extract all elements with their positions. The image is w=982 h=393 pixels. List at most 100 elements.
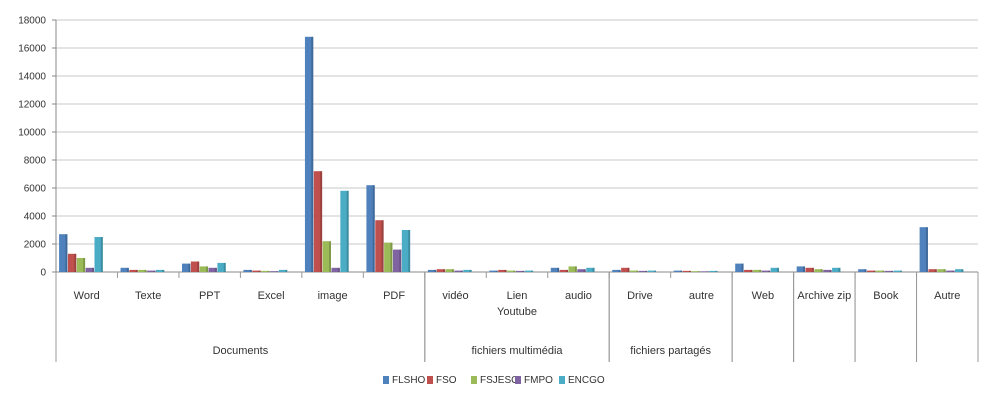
y-tick-label: 18000 [18, 16, 46, 27]
bar-FMPO-14 [946, 270, 955, 272]
bar-shade-ENCGO-2 [223, 262, 226, 272]
bar-ENCGO-6 [463, 269, 472, 272]
bar-shade-FSO-10 [688, 270, 691, 272]
bar-shade-FMPO-12 [829, 269, 832, 272]
bar-shade-FSO-9 [627, 267, 630, 272]
bar-shade-ENCGO-7 [531, 270, 534, 272]
bar-shade-FMPO-11 [768, 270, 771, 272]
category-label: image [318, 290, 348, 302]
y-tick-label: 10000 [18, 128, 46, 139]
y-tick-label: 6000 [24, 184, 47, 195]
category-label: autre [689, 290, 714, 302]
bar-shade-ENCGO-12 [838, 267, 841, 272]
bar-shade-FMPO-2 [214, 267, 217, 272]
category-label: Web [752, 290, 774, 302]
legend-label: FMPO [524, 375, 553, 386]
bar-shade-ENCGO-0 [100, 237, 103, 272]
category-label: Lien [507, 290, 528, 302]
y-tick-label: 0 [40, 268, 46, 279]
bar-FSO-5 [375, 220, 384, 272]
bar-shade-FSJESO-13 [882, 270, 885, 272]
bar-FSJESO-1 [138, 269, 147, 272]
bar-shade-ENCGO-3 [285, 269, 288, 272]
bar-shade-FLSHO-8 [557, 267, 560, 272]
bar-shade-FMPO-9 [645, 270, 648, 272]
bar-FSJESO-8 [568, 266, 577, 272]
bar-shade-FLSHO-14 [925, 227, 928, 272]
bar-shade-FMPO-7 [522, 270, 525, 272]
legend: FLSHO FSO FSJESO FMPO ENCGO [383, 375, 605, 386]
bar-shade-ENCGO-11 [776, 267, 779, 272]
bar-FSJESO-11 [752, 269, 762, 272]
bar-shade-FLSHO-9 [618, 269, 621, 272]
bar-shade-FLSHO-10 [680, 270, 683, 272]
bar-FLSHO-8 [550, 267, 560, 272]
bar-shade-FSJESO-12 [820, 269, 823, 272]
bar-ENCGO-7 [524, 270, 534, 272]
legend-swatch-ENCGO [559, 376, 565, 384]
x-axis: Word Texte PPT Excel image PDF vidéo Lien Youtub… [55, 272, 979, 362]
bar-FMPO-4 [331, 267, 340, 272]
bar-shade-ENCGO-4 [346, 190, 349, 272]
bar-ENCGO-11 [770, 267, 779, 272]
bar-shade-FMPO-8 [583, 269, 586, 272]
bar-shade-FSO-12 [811, 267, 814, 272]
bar-shade-FSO-0 [74, 253, 77, 272]
category-label: Word [74, 290, 100, 302]
category-label: Autre [934, 290, 960, 302]
category-label: Texte [135, 290, 161, 302]
bar-FMPO-6 [454, 270, 463, 272]
bar-FLSHO-12 [796, 266, 806, 272]
bar-shade-FMPO-5 [399, 249, 402, 272]
bar-FMPO-0 [85, 267, 94, 272]
group-label: fichiers multimédia [471, 345, 563, 357]
bar-shade-FLSHO-1 [126, 267, 129, 272]
bar-FMPO-5 [392, 249, 402, 272]
bar-FSO-11 [744, 269, 753, 272]
bar-shade-FLSHO-13 [864, 269, 867, 272]
bar-FMPO-8 [577, 269, 586, 272]
bar-shade-ENCGO-8 [592, 267, 595, 272]
bar-shade-FSO-7 [504, 269, 507, 272]
bar-FSJESO-2 [199, 266, 209, 272]
bars [59, 36, 964, 272]
bar-ENCGO-1 [155, 269, 165, 272]
bar-shade-FSJESO-3 [267, 270, 270, 272]
bar-shade-FMPO-14 [952, 270, 955, 272]
bar-shade-ENCGO-13 [899, 270, 902, 272]
bar-FSJESO-9 [629, 270, 639, 272]
bar-shade-ENCGO-10 [715, 270, 718, 272]
bar-FLSHO-9 [612, 269, 621, 272]
bar-shade-FMPO-0 [91, 267, 94, 272]
bar-shade-FSO-11 [750, 269, 753, 272]
bar-FSJESO-4 [322, 241, 331, 272]
bar-shade-FSO-8 [566, 269, 569, 272]
bar-shade-ENCGO-1 [162, 269, 165, 272]
group-label: Documents [213, 345, 269, 357]
bar-shade-FLSHO-11 [741, 263, 744, 272]
bar-FSO-0 [67, 253, 77, 272]
bar-FMPO-2 [208, 267, 217, 272]
bar-shade-ENCGO-5 [408, 230, 411, 272]
bar-shade-FLSHO-2 [188, 263, 191, 272]
bar-FSJESO-3 [261, 270, 270, 272]
bar-shade-FSO-1 [135, 269, 138, 272]
bar-FSO-4 [313, 171, 323, 272]
bar-FSJESO-13 [875, 270, 885, 272]
bar-shade-FSJESO-5 [390, 242, 393, 272]
category-label: Youtube [497, 306, 537, 318]
bar-FMPO-9 [638, 270, 648, 272]
bar-FMPO-12 [823, 269, 832, 272]
bar-FMPO-13 [884, 270, 894, 272]
bar-FSO-9 [621, 267, 630, 272]
y-axis: 0 2000 4000 6000 8000 10000 12000 14000 16000 180… [18, 16, 57, 279]
bar-shade-FMPO-6 [460, 270, 463, 272]
category-label: Archive zip [797, 290, 851, 302]
category-label: Book [873, 290, 899, 302]
bar-FSO-1 [129, 269, 138, 272]
bar-FLSHO-13 [858, 269, 867, 272]
bar-FLSHO-6 [427, 269, 437, 272]
legend-swatch-FSO [427, 376, 433, 384]
bar-ENCGO-14 [955, 269, 964, 272]
